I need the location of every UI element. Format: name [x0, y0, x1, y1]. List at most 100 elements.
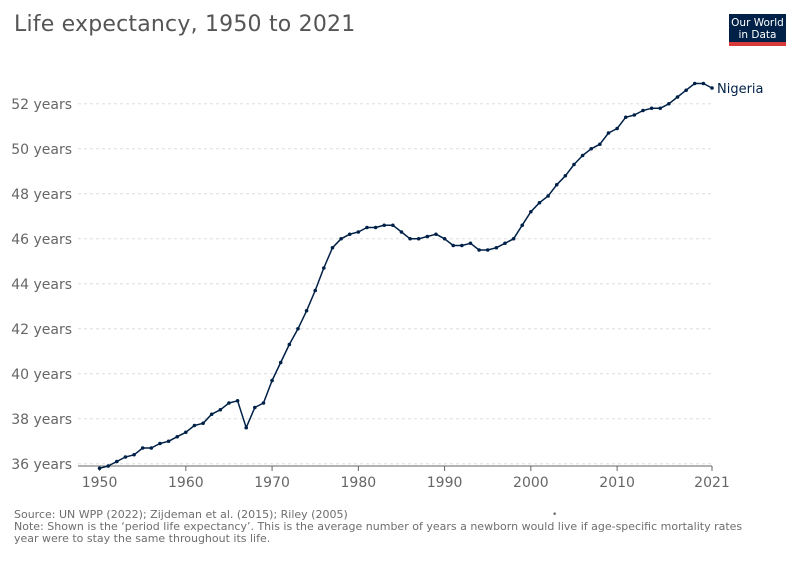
- data-point: [235, 398, 240, 403]
- data-point: [270, 378, 274, 383]
- data-point: [201, 421, 205, 426]
- series-label: Nigeria: [717, 82, 764, 97]
- data-point: [408, 236, 412, 241]
- data-point: [554, 182, 559, 187]
- data-point: [623, 115, 628, 120]
- data-point: [244, 425, 249, 430]
- y-tick-label: 52 years: [11, 97, 72, 113]
- logo-line-2: in Data: [738, 29, 777, 41]
- data-point: [520, 223, 525, 228]
- data-point: [382, 223, 387, 228]
- data-point: [598, 142, 602, 147]
- data-point: [477, 248, 481, 252]
- chart-footer: Source: UN WPP (2022); Zijdeman et al. (…: [14, 509, 800, 545]
- y-tick-label: 38 years: [11, 412, 72, 428]
- data-point: [503, 241, 507, 246]
- data-point: [511, 236, 516, 241]
- data-point: [365, 225, 369, 230]
- data-point: [287, 342, 292, 347]
- x-tick-label: 1970: [254, 475, 290, 491]
- data-point: [572, 162, 576, 167]
- y-tick-label: 44 years: [11, 277, 72, 293]
- data-point: [184, 430, 188, 435]
- data-point: [339, 236, 343, 241]
- data-point: [416, 236, 421, 241]
- logo-line-1: Our World: [731, 17, 784, 29]
- data-point: [97, 466, 102, 471]
- data-point: [434, 232, 438, 237]
- data-point: [494, 245, 499, 250]
- data-point: [261, 401, 266, 405]
- data-point: [606, 131, 611, 135]
- data-point: [537, 200, 542, 205]
- y-tick-label: 50 years: [11, 142, 72, 158]
- series-line-nigeria: [99, 82, 713, 470]
- data-point: [529, 209, 533, 214]
- data-point: [123, 455, 128, 459]
- data-point: [649, 106, 654, 111]
- data-point: [442, 236, 447, 241]
- x-tick-label: 1980: [341, 475, 377, 491]
- data-point: [227, 401, 231, 405]
- data-point: [460, 243, 464, 248]
- gridlines: [78, 103, 712, 465]
- y-axis-tick-labels: 36 years 38 years 40 years 42 years 44 years…: [11, 97, 72, 473]
- data-point: [701, 81, 706, 86]
- data-point: [322, 266, 326, 270]
- data-point: [304, 308, 309, 313]
- data-point: [278, 360, 283, 365]
- owid-logo[interactable]: Our World in Data: [729, 14, 786, 46]
- note-line-2: year were to stay the same throughout it…: [14, 533, 271, 545]
- line-chart: 36 years 38 years 40 years 42 years 44 years…: [11, 81, 764, 491]
- x-tick-label: 1990: [427, 475, 463, 491]
- data-point: [399, 230, 404, 234]
- data-point: [468, 241, 473, 246]
- data-point: [218, 407, 223, 412]
- data-point: [209, 412, 214, 417]
- data-point: [563, 173, 568, 178]
- data-point: [692, 81, 697, 86]
- data-point: [140, 446, 145, 450]
- note-line-1: Note: Shown is the ‘period life expectan…: [14, 521, 743, 533]
- data-point: [710, 86, 714, 90]
- data-point: [485, 248, 490, 252]
- data-point: [253, 405, 257, 410]
- x-tick-label: 2000: [513, 475, 549, 491]
- data-point: [425, 234, 430, 239]
- data-point: [667, 101, 671, 106]
- data-point: [580, 153, 585, 158]
- data-point: [149, 446, 154, 450]
- y-tick-label: 48 years: [11, 187, 72, 203]
- source-text: Source: UN WPP (2022); Zijdeman et al. (…: [14, 509, 348, 521]
- data-point: [356, 230, 361, 234]
- data-point: [313, 288, 318, 293]
- data-point: [373, 225, 378, 230]
- data-point: [175, 434, 179, 439]
- data-point: [132, 452, 136, 457]
- data-point: [106, 464, 110, 468]
- y-tick-label: 46 years: [11, 232, 72, 248]
- x-tick-label: 1960: [168, 475, 204, 491]
- data-point: [615, 126, 619, 131]
- data-point: [192, 423, 197, 428]
- data-point: [115, 459, 119, 464]
- y-tick-label: 36 years: [11, 457, 72, 473]
- data-point: [166, 439, 171, 444]
- data-point: [296, 326, 300, 331]
- data-point: [330, 245, 335, 250]
- data-point: [391, 223, 395, 228]
- data-point: [451, 243, 456, 248]
- data-point: [546, 194, 550, 198]
- x-tick-label: 2021: [694, 475, 730, 491]
- data-points: [97, 81, 714, 471]
- y-tick-label: 40 years: [11, 367, 72, 383]
- x-tick-label: 2010: [599, 475, 635, 491]
- series-labels: Nigeria: [717, 82, 764, 97]
- data-point: [632, 113, 637, 117]
- chart-title: Life expectancy, 1950 to 2021: [14, 12, 356, 37]
- x-tick-label: 1950: [82, 475, 118, 491]
- footer-bullet: •: [552, 510, 558, 520]
- data-point: [675, 95, 680, 99]
- data-point: [158, 441, 162, 446]
- data-point: [658, 106, 663, 111]
